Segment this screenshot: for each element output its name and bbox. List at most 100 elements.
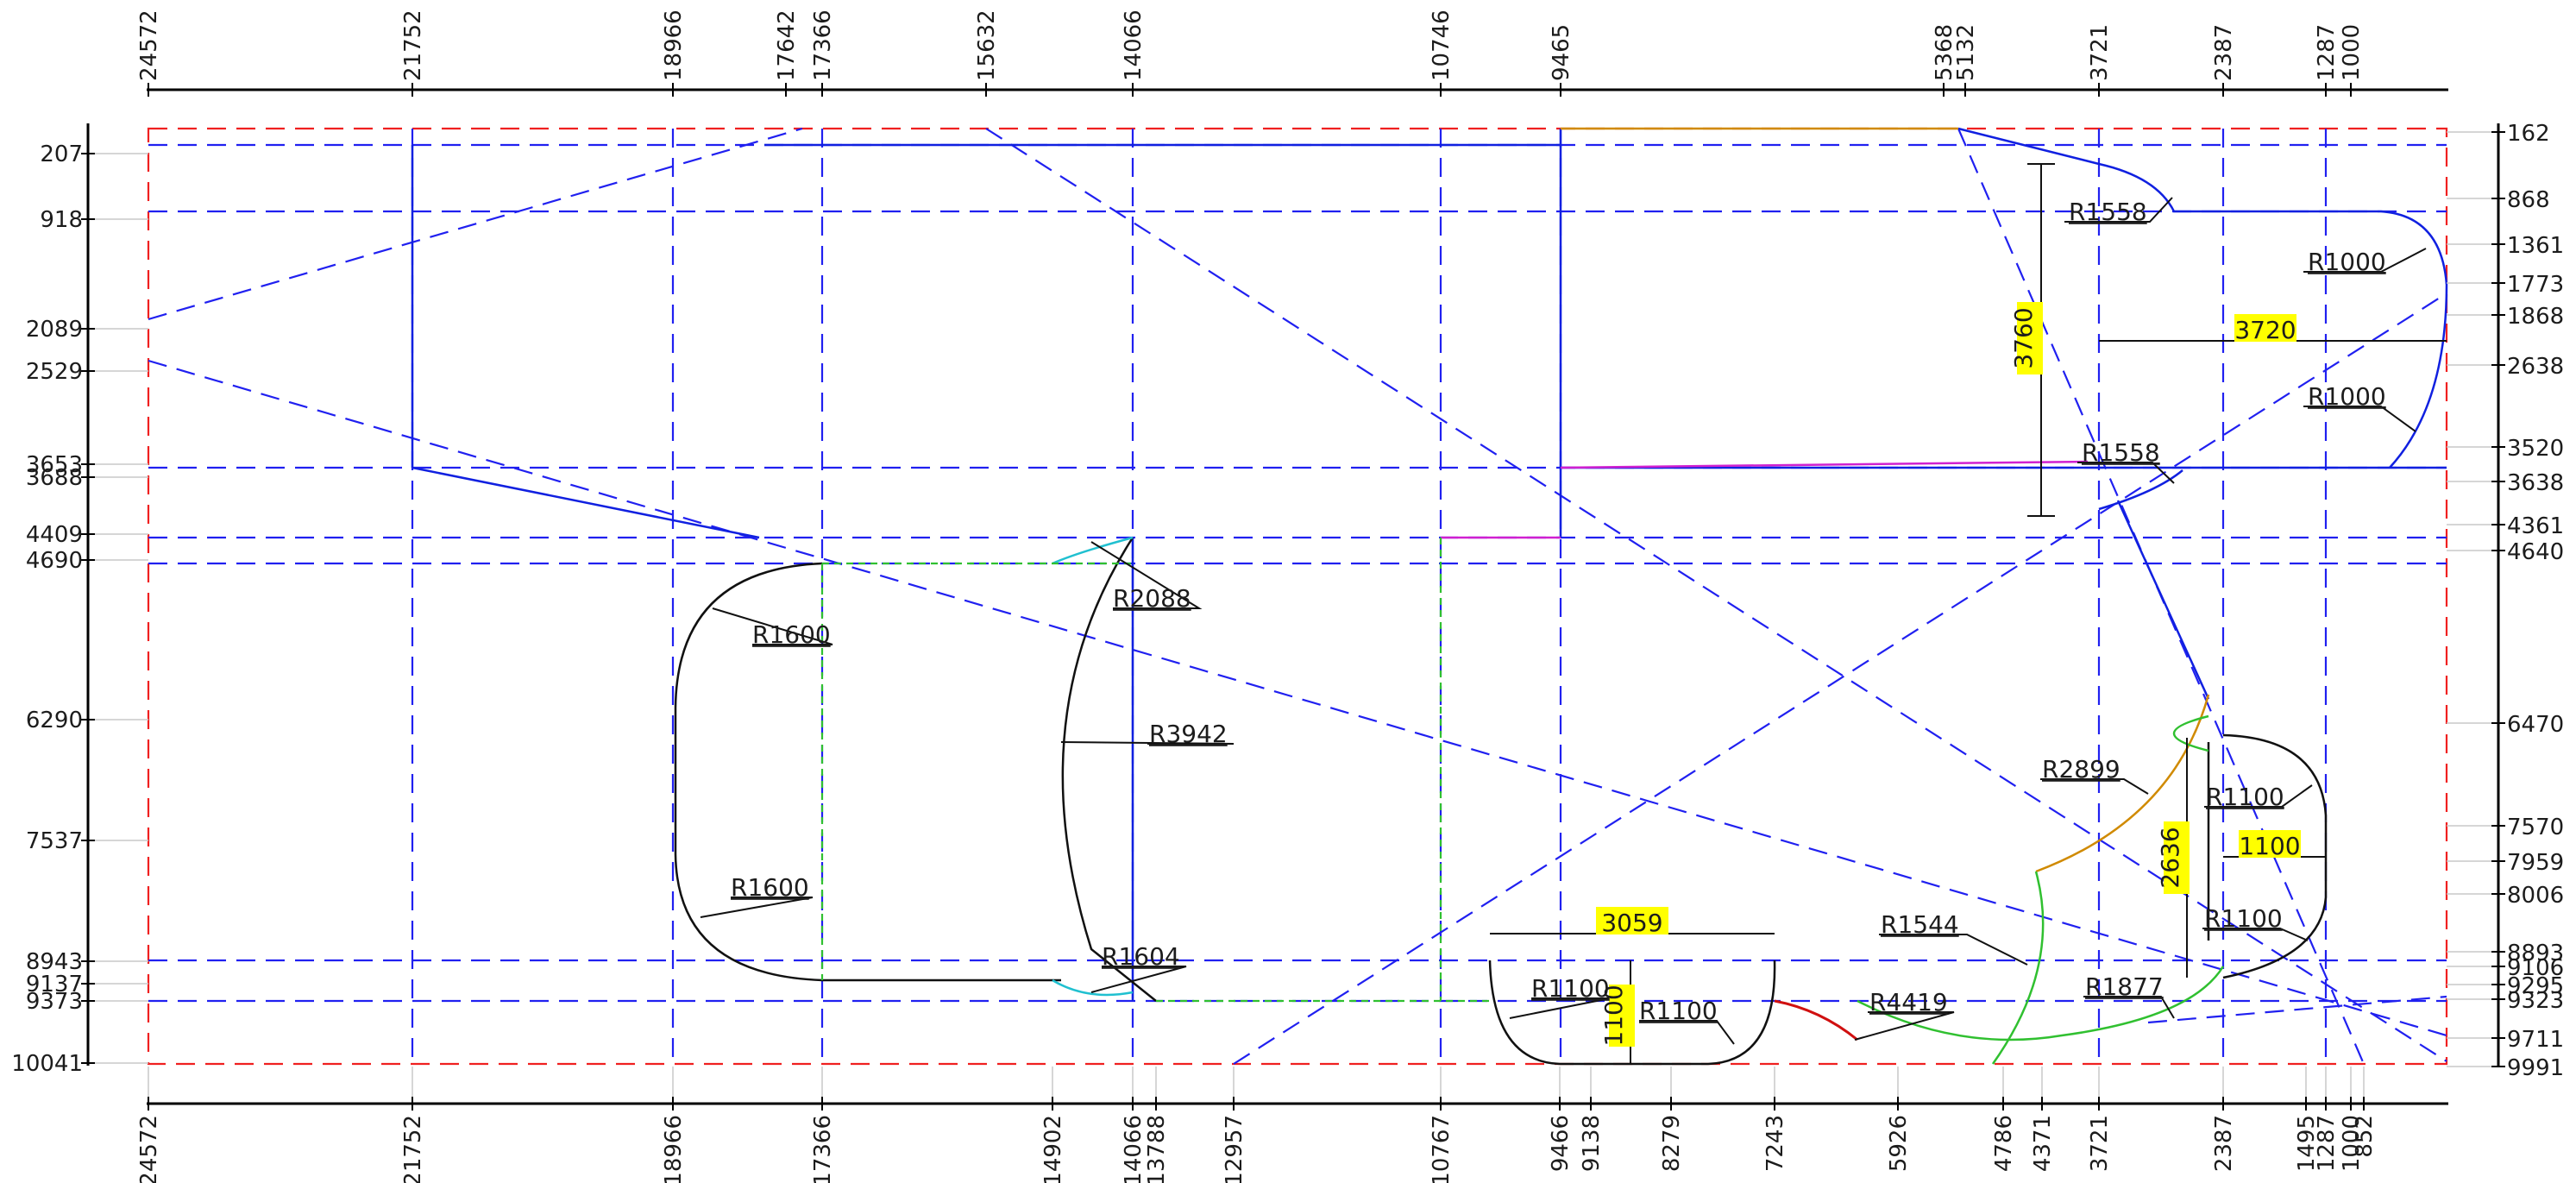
- right-axis-label: 1868: [2507, 304, 2564, 330]
- bottom-axis-label: 1000: [2339, 1115, 2365, 1172]
- radius-callout: R1000: [2308, 248, 2386, 276]
- top-axis-label: 18966: [661, 9, 687, 81]
- right-axis-label: 3638: [2507, 470, 2564, 496]
- left-axis-label: 3653: [26, 452, 83, 478]
- bottom-axis-label: 3721: [2087, 1115, 2113, 1172]
- right-axis-label: 7959: [2507, 850, 2564, 876]
- bottom-axis-label: 852: [2352, 1115, 2378, 1158]
- right-axis-label: 162: [2507, 121, 2550, 147]
- right-axis-label: 2638: [2507, 354, 2564, 380]
- radius-callout: R1877: [2085, 972, 2164, 1001]
- horizontal-grid: [148, 143, 2447, 1003]
- bottom-axis-label: 14066: [1121, 1115, 1147, 1183]
- bottom-axis-label: 21752: [400, 1115, 426, 1183]
- right-axis-label: 1361: [2507, 233, 2564, 259]
- top-axis-label: 24572: [136, 9, 162, 81]
- radius-callout: R3942: [1149, 720, 1228, 748]
- bottom-axis-label: 5926: [1886, 1115, 1912, 1172]
- radius-callout: R1100: [2206, 783, 2284, 811]
- right-axis-label: 9295: [2507, 973, 2564, 999]
- top-axis-label: 14066: [1121, 9, 1147, 81]
- right-axis-label: 8893: [2507, 941, 2564, 966]
- bottom-axis-label: 17366: [810, 1115, 836, 1183]
- left-axis-label: 7537: [26, 828, 83, 854]
- right-axis-label: 9711: [2507, 1027, 2564, 1053]
- right-axis-label: 7570: [2507, 815, 2564, 840]
- radius-callout: R2899: [2042, 755, 2120, 783]
- right-axis-label: 9323: [2507, 988, 2564, 1014]
- axis-frames: [86, 88, 2500, 1105]
- bottom-axis-label: 7243: [1762, 1115, 1788, 1172]
- right-axis-label: 8006: [2507, 883, 2564, 909]
- bottom-axis-label: 4371: [2030, 1115, 2056, 1172]
- top-axis-label: 1000: [2339, 24, 2365, 81]
- left-axis-label: 9137: [26, 972, 83, 997]
- dimension-value: 2636: [2156, 827, 2184, 888]
- right-axis-label: 1773: [2507, 272, 2564, 298]
- radius-callout: R2088: [1113, 584, 1191, 613]
- top-axis-label: 3721: [2087, 24, 2113, 81]
- top-axis-label: 5368: [1932, 24, 1957, 81]
- left-axis-label: 8943: [26, 949, 83, 975]
- radius-leaders: [700, 197, 2427, 1045]
- bottom-axis-label: 9466: [1548, 1115, 1574, 1172]
- top-axis-label: 15632: [974, 9, 1000, 81]
- dimension-labels: 3760 3720 1100 3059 1100 2636: [1599, 307, 2301, 1046]
- top-axis-label: 10746: [1429, 9, 1454, 81]
- bottom-axis-label: 1495: [2294, 1115, 2320, 1172]
- top-axis-label: 2387: [2211, 24, 2237, 81]
- radius-callout: R1100: [1639, 997, 1718, 1025]
- dimension-value: 1100: [1599, 985, 1628, 1046]
- dimension-value: 1100: [2239, 832, 2300, 860]
- dimension-value: 3059: [1601, 909, 1662, 937]
- radius-callout: R4419: [1869, 988, 1948, 1016]
- colored-arcs: [820, 536, 2225, 1065]
- outer-border: [147, 127, 2448, 1066]
- left-axis-label: 4690: [26, 548, 83, 574]
- top-axis-labels: 24572 21752 18966 17642 17366 15632 14066 10746…: [136, 9, 2365, 97]
- radius-callout: R1558: [2069, 198, 2147, 226]
- top-axis-label: 21752: [400, 9, 426, 81]
- left-axis-label: 207: [40, 142, 83, 167]
- bottom-axis-label: 9138: [1579, 1115, 1605, 1172]
- bottom-axis-label: 4786: [1991, 1115, 2017, 1172]
- blue-profile: [411, 127, 2448, 1001]
- right-axis-label: 868: [2507, 187, 2550, 213]
- left-axis-label: 2529: [26, 359, 83, 385]
- bottom-axis-label: 2387: [2211, 1115, 2237, 1172]
- top-axis-label: 5132: [1953, 24, 1979, 81]
- bottom-axis-label: 10767: [1429, 1115, 1454, 1183]
- radius-callout: R1544: [1881, 910, 1959, 939]
- top-axis-label: 17642: [774, 9, 800, 81]
- left-axis-label: 3688: [26, 465, 83, 491]
- bottom-axis-label: 1287: [2314, 1115, 2340, 1172]
- left-axis-label: 6290: [26, 708, 83, 733]
- right-axis-label: 9991: [2507, 1055, 2564, 1081]
- diagonal-construction: [148, 127, 2447, 1065]
- bottom-axis-label: 8279: [1659, 1115, 1685, 1172]
- radius-callout: R1558: [2082, 438, 2160, 467]
- bottom-axis-label: 18966: [661, 1115, 687, 1183]
- right-axis-label: 4361: [2507, 513, 2564, 539]
- drawing-body: [147, 127, 2448, 1066]
- black-outline: [674, 537, 2328, 1066]
- radius-callout: R1604: [1102, 942, 1180, 971]
- bottom-axis-label: 14902: [1040, 1115, 1066, 1183]
- right-axis-label: 3520: [2507, 436, 2564, 462]
- dimension-highlights: [1596, 302, 2301, 1047]
- dimension-value: 3720: [2234, 316, 2296, 344]
- right-axis-label: 4640: [2507, 539, 2564, 565]
- bottom-axis-label: 13788: [1144, 1115, 1170, 1183]
- right-axis-label: 6470: [2507, 712, 2564, 738]
- bottom-axis-label: 12957: [1222, 1115, 1247, 1183]
- left-axis-label: 4409: [26, 522, 83, 548]
- radius-callout: R1000: [2308, 382, 2386, 411]
- vertical-grid: [411, 129, 2328, 1064]
- top-axis-label: 9465: [1549, 24, 1574, 81]
- left-axis-label: 2089: [26, 317, 83, 343]
- left-axis-label: 9373: [26, 989, 83, 1015]
- left-axis-label: 918: [40, 207, 83, 233]
